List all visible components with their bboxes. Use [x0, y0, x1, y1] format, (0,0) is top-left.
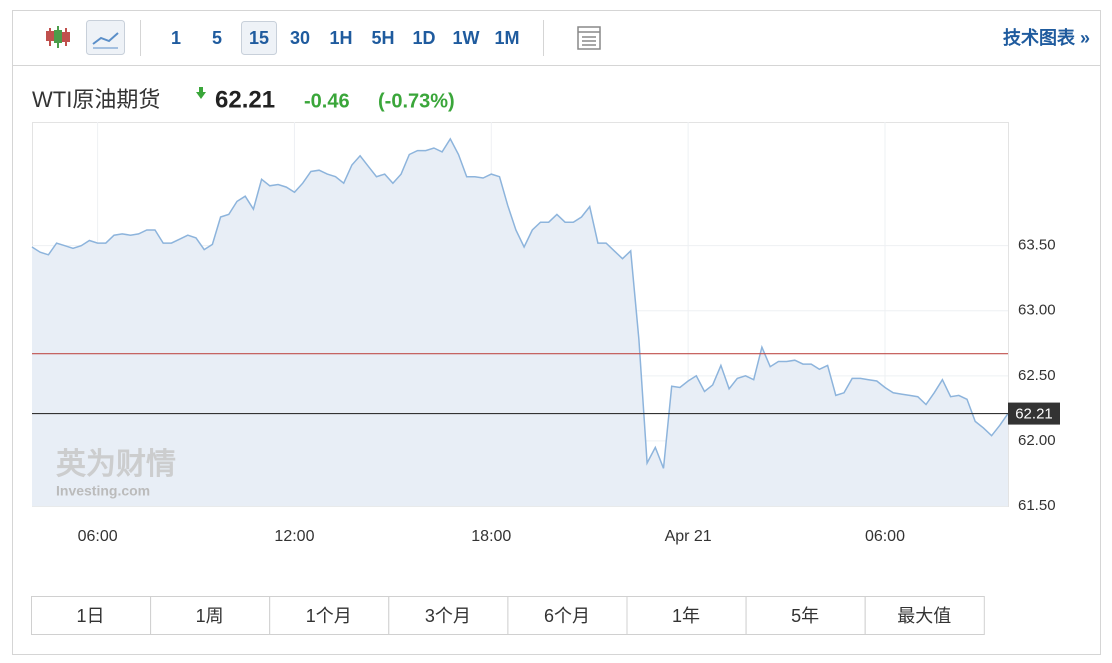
table-icon[interactable] [577, 26, 601, 50]
interval-active [241, 21, 277, 55]
y-tick-label: 62.00 [1018, 432, 1056, 449]
range-label: 5年 [791, 606, 819, 626]
instrument-name: WTI原油期货 [32, 87, 160, 112]
watermark-brand: 英为财情 [56, 448, 176, 481]
range-button[interactable] [31, 596, 152, 635]
x-tick-label: 12:00 [274, 528, 314, 545]
price-line [31, 137, 1009, 469]
range-label: 1年 [672, 606, 700, 626]
range-button[interactable] [864, 596, 985, 635]
interval-button[interactable]: 1 [171, 28, 181, 48]
plot [31, 122, 1009, 507]
interval-button[interactable]: 1W [453, 28, 480, 48]
line-icon [92, 32, 119, 45]
interval-button[interactable]: 1D [412, 28, 435, 48]
candle-icon[interactable] [46, 26, 70, 48]
range-label: 1日 [77, 606, 105, 626]
interval-button[interactable]: 30 [290, 28, 310, 48]
change-percent: (-0.73%) [378, 90, 455, 112]
range-button[interactable] [388, 596, 509, 635]
range-button[interactable] [507, 596, 628, 635]
price-tag [1008, 402, 1060, 425]
interval-button[interactable]: 15 [249, 28, 269, 48]
interval-button[interactable]: 1H [329, 28, 352, 48]
range-button[interactable] [626, 596, 747, 635]
interval-button[interactable]: 5H [371, 28, 394, 48]
y-tick-label: 63.00 [1018, 302, 1056, 319]
x-tick-label: 06:00 [78, 528, 118, 545]
y-tick-label: 62.50 [1018, 367, 1056, 384]
range-label: 最大值 [897, 606, 951, 626]
down-arrow [196, 87, 206, 99]
change: -0.46 [304, 90, 350, 112]
y-tick-label: 63.50 [1018, 237, 1056, 254]
watermark-site: Investing.com [56, 483, 150, 499]
range-button[interactable] [150, 596, 271, 635]
interval-button[interactable]: 5 [212, 28, 222, 48]
range-label: 3个月 [425, 606, 471, 626]
price-tag-label: 62.21 [1015, 406, 1053, 423]
line-icon-button[interactable] [86, 20, 125, 55]
range-label: 1个月 [306, 606, 352, 626]
x-tick-label: Apr 21 [665, 528, 712, 545]
y-tick-label: 61.50 [1018, 497, 1056, 514]
x-tick-label: 18:00 [471, 528, 511, 545]
range-label: 1周 [196, 606, 224, 626]
price: 62.21 [215, 86, 275, 113]
area-fill [32, 138, 1008, 506]
x-tick-label: 06:00 [865, 528, 905, 545]
range-button[interactable] [745, 596, 866, 635]
range-label: 6个月 [544, 606, 590, 626]
chart-link[interactable]: 技术图表 » [1003, 27, 1090, 48]
interval-button[interactable]: 1M [494, 28, 519, 48]
